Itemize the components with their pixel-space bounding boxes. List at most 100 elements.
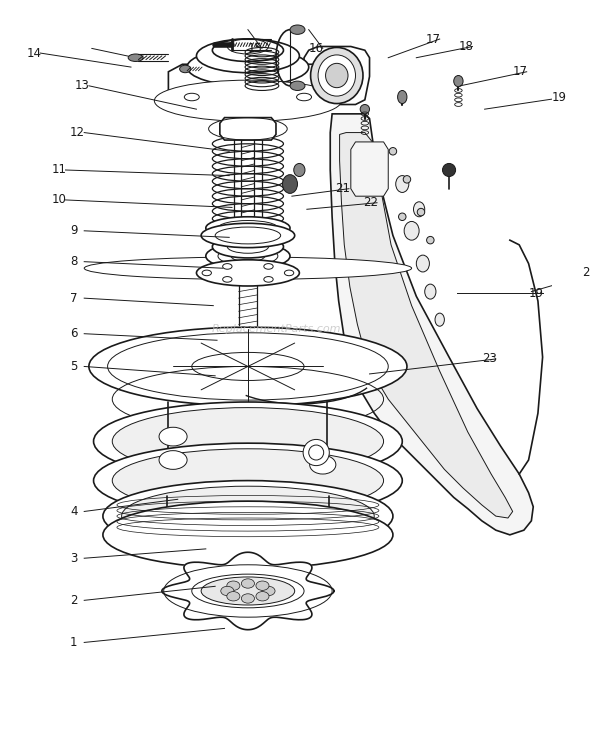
Ellipse shape: [215, 227, 281, 244]
Polygon shape: [163, 263, 337, 273]
Text: 19: 19: [529, 287, 543, 300]
Ellipse shape: [309, 445, 324, 460]
Polygon shape: [168, 64, 332, 101]
Text: 13: 13: [75, 79, 90, 93]
Text: 10: 10: [51, 193, 66, 207]
Ellipse shape: [310, 48, 363, 104]
Text: 6: 6: [70, 327, 78, 340]
Text: 23: 23: [482, 352, 497, 366]
Text: 20: 20: [582, 266, 590, 280]
Ellipse shape: [297, 93, 312, 101]
Ellipse shape: [122, 486, 374, 546]
Text: 9: 9: [70, 225, 78, 237]
Ellipse shape: [427, 236, 434, 244]
Ellipse shape: [103, 480, 393, 552]
Text: 5: 5: [70, 360, 77, 373]
Polygon shape: [351, 142, 388, 196]
Ellipse shape: [404, 222, 419, 240]
Text: 3: 3: [70, 552, 77, 565]
Ellipse shape: [94, 443, 402, 518]
Ellipse shape: [112, 407, 384, 475]
Ellipse shape: [227, 240, 268, 253]
Polygon shape: [340, 133, 513, 518]
Ellipse shape: [227, 581, 240, 590]
Ellipse shape: [202, 270, 211, 276]
Ellipse shape: [290, 25, 305, 34]
Ellipse shape: [284, 270, 294, 276]
Ellipse shape: [94, 402, 402, 480]
Text: 17: 17: [425, 33, 441, 46]
Ellipse shape: [454, 75, 463, 87]
Text: ReplacementParts.com: ReplacementParts.com: [211, 324, 341, 334]
Ellipse shape: [196, 260, 299, 286]
Ellipse shape: [112, 449, 384, 513]
Ellipse shape: [435, 313, 444, 326]
Ellipse shape: [425, 284, 436, 299]
Polygon shape: [304, 46, 369, 104]
Ellipse shape: [264, 263, 273, 269]
Ellipse shape: [187, 48, 309, 86]
Ellipse shape: [184, 93, 199, 101]
Ellipse shape: [201, 223, 294, 248]
Ellipse shape: [221, 586, 234, 595]
Ellipse shape: [398, 213, 406, 221]
Text: 18: 18: [458, 40, 473, 53]
Ellipse shape: [227, 39, 268, 54]
Ellipse shape: [222, 277, 232, 282]
Text: 1: 1: [70, 636, 78, 649]
Ellipse shape: [201, 577, 294, 605]
Ellipse shape: [403, 175, 411, 183]
Ellipse shape: [290, 81, 305, 90]
Ellipse shape: [231, 251, 265, 262]
Ellipse shape: [414, 202, 425, 217]
Text: 15: 15: [248, 42, 263, 55]
Ellipse shape: [326, 63, 348, 88]
Text: 14: 14: [26, 46, 41, 60]
Ellipse shape: [303, 439, 329, 466]
Text: 7: 7: [70, 292, 78, 304]
Ellipse shape: [206, 217, 290, 239]
Text: 11: 11: [51, 163, 67, 177]
Text: 12: 12: [70, 126, 85, 139]
Ellipse shape: [84, 257, 412, 280]
Text: 22: 22: [363, 196, 378, 209]
Ellipse shape: [103, 501, 393, 568]
Text: 8: 8: [70, 255, 77, 268]
Ellipse shape: [179, 65, 191, 72]
Ellipse shape: [417, 255, 430, 272]
Ellipse shape: [196, 39, 299, 72]
Polygon shape: [330, 114, 533, 535]
Ellipse shape: [159, 451, 187, 469]
Text: 16: 16: [309, 42, 324, 55]
Ellipse shape: [212, 236, 283, 258]
Ellipse shape: [442, 163, 455, 177]
Ellipse shape: [241, 594, 254, 603]
Ellipse shape: [227, 592, 240, 601]
Ellipse shape: [192, 352, 304, 380]
Ellipse shape: [155, 80, 342, 122]
Text: 19: 19: [552, 90, 567, 104]
Ellipse shape: [294, 163, 305, 177]
Ellipse shape: [398, 90, 407, 104]
Polygon shape: [220, 118, 276, 140]
Ellipse shape: [318, 55, 356, 96]
Ellipse shape: [256, 592, 269, 601]
Ellipse shape: [89, 327, 407, 406]
Ellipse shape: [360, 104, 369, 114]
Ellipse shape: [283, 175, 297, 193]
Text: 4: 4: [70, 505, 78, 518]
Ellipse shape: [128, 54, 143, 61]
Ellipse shape: [222, 263, 232, 269]
Ellipse shape: [310, 455, 336, 474]
Ellipse shape: [417, 208, 425, 216]
Text: 17: 17: [513, 65, 527, 78]
Ellipse shape: [107, 333, 388, 400]
Ellipse shape: [256, 581, 269, 590]
Polygon shape: [162, 552, 334, 630]
Ellipse shape: [241, 579, 254, 588]
Text: 2: 2: [70, 594, 78, 606]
Ellipse shape: [212, 39, 283, 61]
Ellipse shape: [396, 175, 409, 192]
Text: 21: 21: [335, 182, 350, 195]
Ellipse shape: [206, 243, 290, 269]
